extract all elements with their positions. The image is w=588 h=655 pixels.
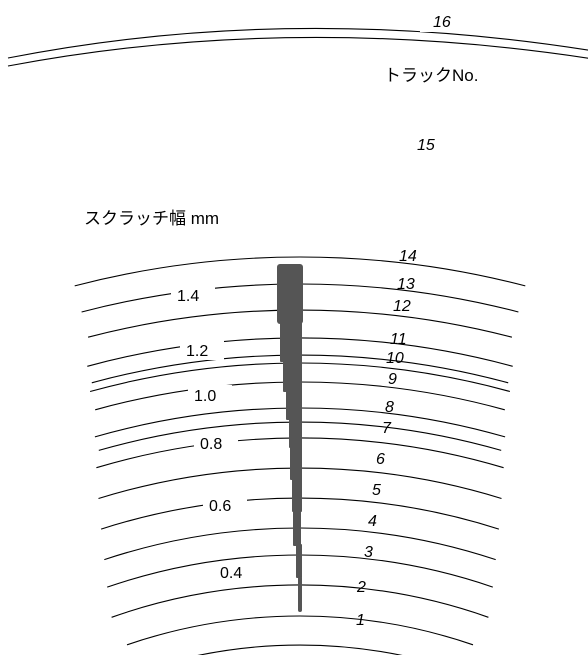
track-number-4: 4: [368, 513, 377, 530]
track-number-2: 2: [356, 579, 366, 596]
scratch-bar-segment-10: [298, 576, 302, 612]
track-number-5: 5: [372, 482, 381, 499]
groove-arc-16: [126, 615, 474, 646]
scale-tick-0-4: 0.4: [220, 565, 242, 582]
track-number-14: 14: [399, 248, 417, 265]
scale-tick-1-0: 1.0: [194, 388, 216, 405]
scale-mask-0-4: [214, 562, 258, 582]
track-number-6: 6: [376, 451, 385, 468]
track-number-11: 11: [390, 331, 407, 348]
scale-mask-0-6: [203, 495, 247, 515]
scratch-bar-segment-1: [277, 264, 303, 324]
scratch-bar-segment-9: [296, 544, 302, 578]
scratch-bar-segment-6: [290, 446, 302, 480]
scratch-bar-segment-5: [289, 418, 302, 448]
track-number-1: 1: [356, 612, 365, 629]
scale-tick-0-8: 0.8: [200, 436, 222, 453]
outer-groove-arcs: [7, 27, 588, 67]
scratch-width-label: スクラッチ幅 mm: [84, 209, 219, 228]
groove-arc-1: [74, 256, 526, 287]
track-labels: 1 2 3 4 5 6 7 8 9 10 11 12 13 14: [356, 248, 417, 629]
outer-track-number: 16: [433, 14, 451, 31]
scratch-width-bar: [277, 264, 303, 612]
groove-arc-17: [197, 644, 403, 655]
track-number-label: トラックNo.: [384, 66, 478, 85]
scratch-bar-segment-4: [286, 390, 302, 420]
outer-arc-upper: [7, 27, 588, 59]
track-number-3: 3: [364, 544, 373, 561]
scale-mask-1-2: [180, 340, 224, 360]
scratch-bar-segment-7: [292, 478, 302, 512]
scale-tick-1-2: 1.2: [186, 343, 208, 360]
scale-mask-1-0: [188, 385, 232, 405]
track-number-7: 7: [382, 420, 392, 437]
track-number-10: 10: [386, 350, 404, 367]
track-number-12: 12: [393, 298, 411, 315]
scratch-bar-segment-3: [283, 360, 302, 392]
track-number-9: 9: [388, 371, 397, 388]
scale-tick-0-6: 0.6: [209, 498, 231, 515]
track-number-8: 8: [385, 399, 394, 416]
scale-mask-1-4: [171, 285, 215, 305]
outer-track-label-mask: [420, 10, 466, 32]
track-number-13: 13: [397, 276, 415, 293]
scale-tick-1-4: 1.4: [177, 288, 199, 305]
scratch-bar-segment-2: [280, 322, 302, 362]
middle-track-number: 15: [417, 137, 435, 154]
outer-arc-lower: [7, 36, 588, 67]
scale-labels: 0.4 0.6 0.8 1.0 1.2 1.4: [171, 285, 258, 582]
scratch-bar-segment-8: [293, 510, 301, 546]
scale-mask-0-8: [194, 433, 238, 453]
